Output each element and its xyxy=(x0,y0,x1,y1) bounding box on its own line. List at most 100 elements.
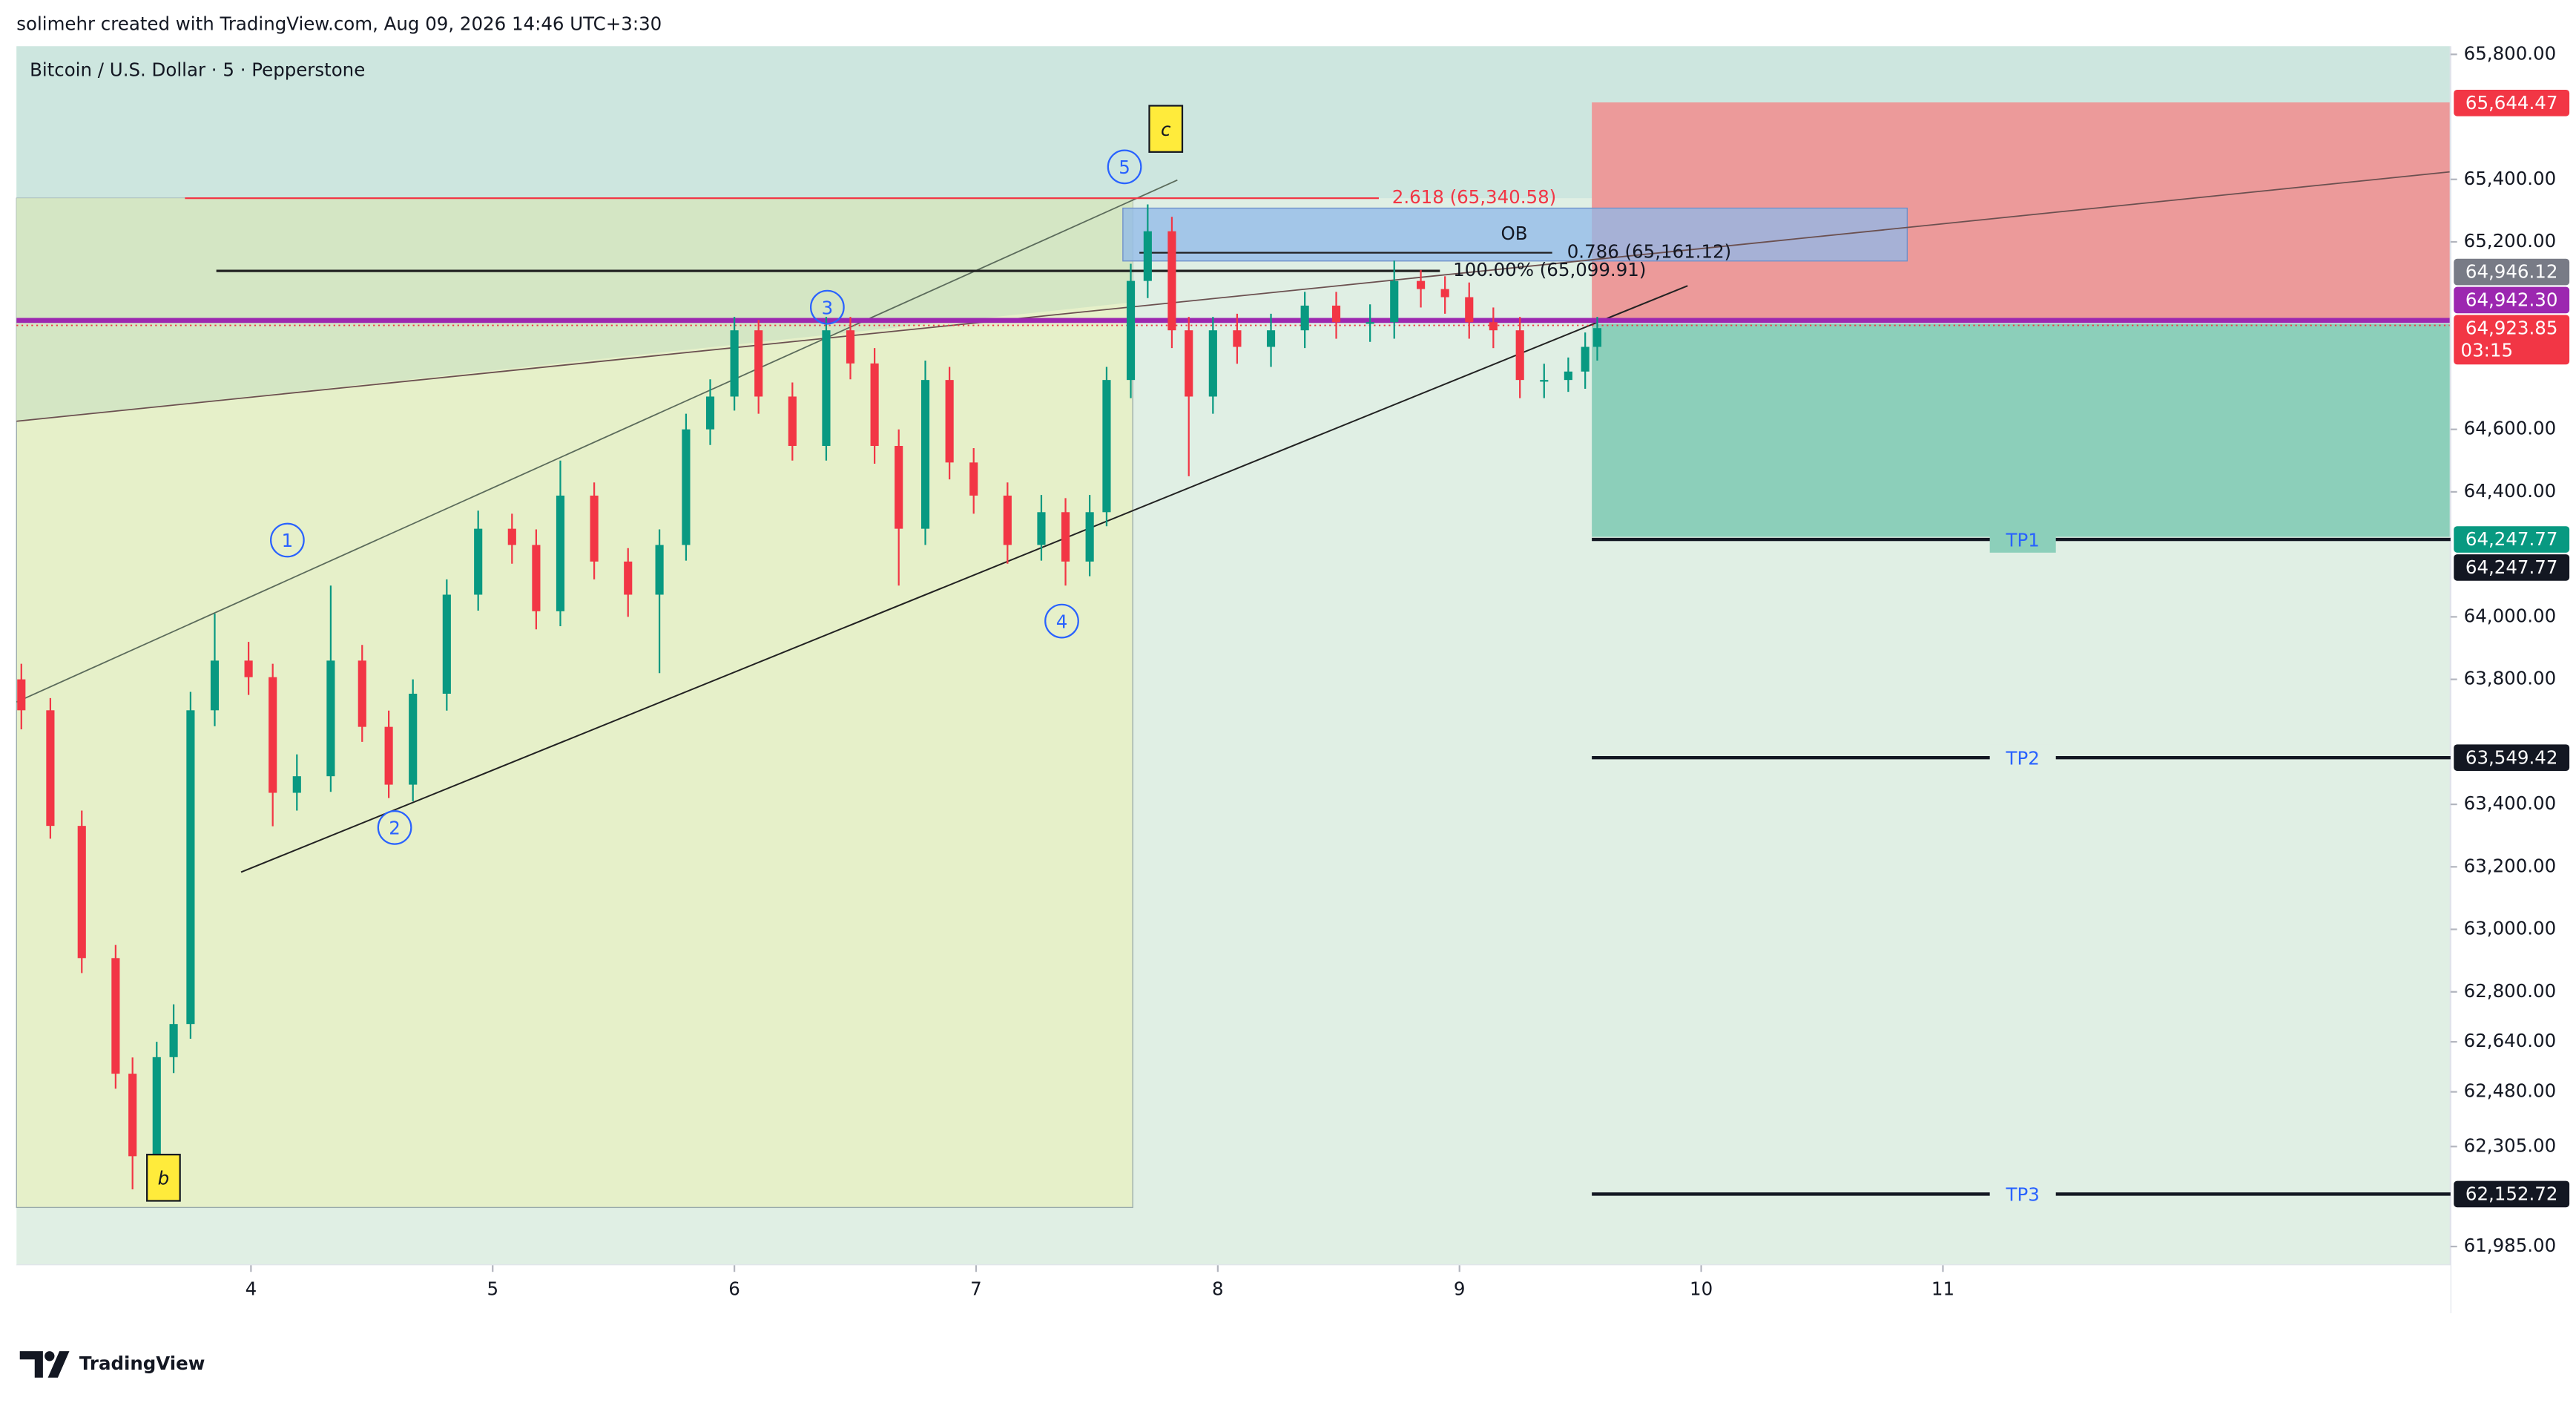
price-box xyxy=(2454,286,2570,314)
channel-line xyxy=(16,179,1178,703)
candle-body xyxy=(1515,330,1524,381)
candle-body xyxy=(532,545,541,611)
candle-body xyxy=(556,495,565,611)
y-tick-label: 63,200.00 xyxy=(2464,855,2557,876)
wave-label: 4 xyxy=(1056,611,1068,632)
candle-body xyxy=(1185,330,1193,397)
attribution: solimehr created with TradingView.com, A… xyxy=(16,13,662,34)
candle-body xyxy=(1037,512,1046,545)
candle-body xyxy=(1085,512,1094,562)
candle-body xyxy=(507,528,516,545)
target-label: TP1 xyxy=(2006,529,2040,551)
price-box-label: 64,247.77 xyxy=(2465,556,2558,578)
candle-body xyxy=(920,380,930,529)
fib-label: 100.00% (65,099.91) xyxy=(1453,259,1646,280)
candle-body xyxy=(655,545,664,595)
candle-body xyxy=(17,679,26,711)
candle-body xyxy=(1581,346,1590,372)
candle-body xyxy=(1143,231,1152,281)
candle-body xyxy=(1366,322,1374,324)
candle-body xyxy=(409,694,418,785)
wave-label: 3 xyxy=(822,297,834,318)
candle-body xyxy=(1592,328,1602,347)
candle-body xyxy=(46,710,55,827)
zone-label: OB xyxy=(1501,223,1527,244)
price-box xyxy=(2454,744,2570,771)
candle-body xyxy=(474,528,483,595)
candle-body xyxy=(269,677,277,793)
wave-circle xyxy=(809,289,845,325)
price-box xyxy=(2454,89,2570,116)
logo: TradingView xyxy=(19,1351,205,1378)
candle-body xyxy=(1417,280,1426,289)
x-tick-label: 6 xyxy=(728,1278,740,1300)
candle-body xyxy=(945,380,954,463)
price-box-label: 64,923.85 xyxy=(2465,317,2558,338)
fib-label: 0.786 (65,161.12) xyxy=(1567,241,1731,263)
y-tick-label: 64,400.00 xyxy=(2464,480,2557,502)
candle-body xyxy=(1167,231,1176,331)
price-box-label: 64,946.12 xyxy=(2465,261,2558,283)
symbol-title: Bitcoin / U.S. Dollar · 5 · Pepperstone xyxy=(30,59,365,81)
wave-circle xyxy=(1107,149,1142,185)
price-box xyxy=(2454,1180,2570,1208)
candle-body xyxy=(384,726,393,785)
candle-body xyxy=(1440,289,1449,298)
wave-label: b xyxy=(158,1168,170,1189)
x-tick-label: 4 xyxy=(246,1278,257,1300)
candle-body xyxy=(1331,305,1341,323)
price-box xyxy=(2454,258,2570,286)
candle-body xyxy=(358,660,366,727)
y-tick-label: 65,800.00 xyxy=(2464,42,2557,64)
candle-body xyxy=(1208,330,1217,397)
candle-body xyxy=(730,330,739,397)
y-tick-label: 64,000.00 xyxy=(2464,605,2557,626)
candle-body xyxy=(1390,280,1399,323)
y-tick-label: 65,200.00 xyxy=(2464,230,2557,252)
channel-line xyxy=(240,285,1688,873)
target-label-bg xyxy=(1989,526,2056,553)
countdown: 03:15 xyxy=(2461,339,2514,361)
price-box-label: 64,942.30 xyxy=(2465,289,2558,311)
y-tick-label: 65,400.00 xyxy=(2464,168,2557,189)
candle-body xyxy=(590,495,599,562)
candle-body xyxy=(895,446,903,529)
wave-label: 1 xyxy=(282,530,294,551)
price-box xyxy=(2454,315,2570,365)
target-zone xyxy=(1592,323,2451,537)
target-label-bg xyxy=(1989,744,2056,771)
y-tick-label: 61,985.00 xyxy=(2464,1235,2557,1256)
target-label: TP2 xyxy=(2006,747,2040,769)
candle-body xyxy=(186,710,195,1025)
x-tick-label: 10 xyxy=(1690,1278,1713,1300)
candle-body xyxy=(969,462,978,496)
candle-body xyxy=(111,958,120,1074)
candle-body xyxy=(682,429,691,545)
candle-body xyxy=(1233,330,1242,347)
candle-body xyxy=(1300,305,1309,331)
y-tick-label: 63,400.00 xyxy=(2464,792,2557,814)
candle-body xyxy=(624,561,633,595)
logo-text: TradingView xyxy=(79,1353,205,1374)
candle-body xyxy=(1465,297,1474,323)
wave-circle xyxy=(377,809,412,845)
fib-label: 2.618 (65,340.58) xyxy=(1392,186,1556,208)
y-tick-label: 62,640.00 xyxy=(2464,1030,2557,1051)
wave-circle xyxy=(1044,603,1079,639)
price-box xyxy=(2454,554,2570,581)
candle-body xyxy=(1003,495,1012,545)
x-tick-label: 7 xyxy=(970,1278,982,1300)
x-tick-label: 8 xyxy=(1212,1278,1224,1300)
price-box-label: 64,247.77 xyxy=(2465,528,2558,550)
candle-body xyxy=(1102,380,1111,513)
y-tick-label: 62,480.00 xyxy=(2464,1080,2557,1102)
trend-line xyxy=(16,171,2451,422)
range-overlay xyxy=(16,198,1133,421)
x-tick-label: 9 xyxy=(1454,1278,1466,1300)
price-box xyxy=(2454,526,2570,553)
candle-body xyxy=(1061,512,1070,562)
y-tick-label: 63,800.00 xyxy=(2464,668,2557,689)
wave-box xyxy=(1148,105,1184,153)
candle-body xyxy=(870,363,879,447)
